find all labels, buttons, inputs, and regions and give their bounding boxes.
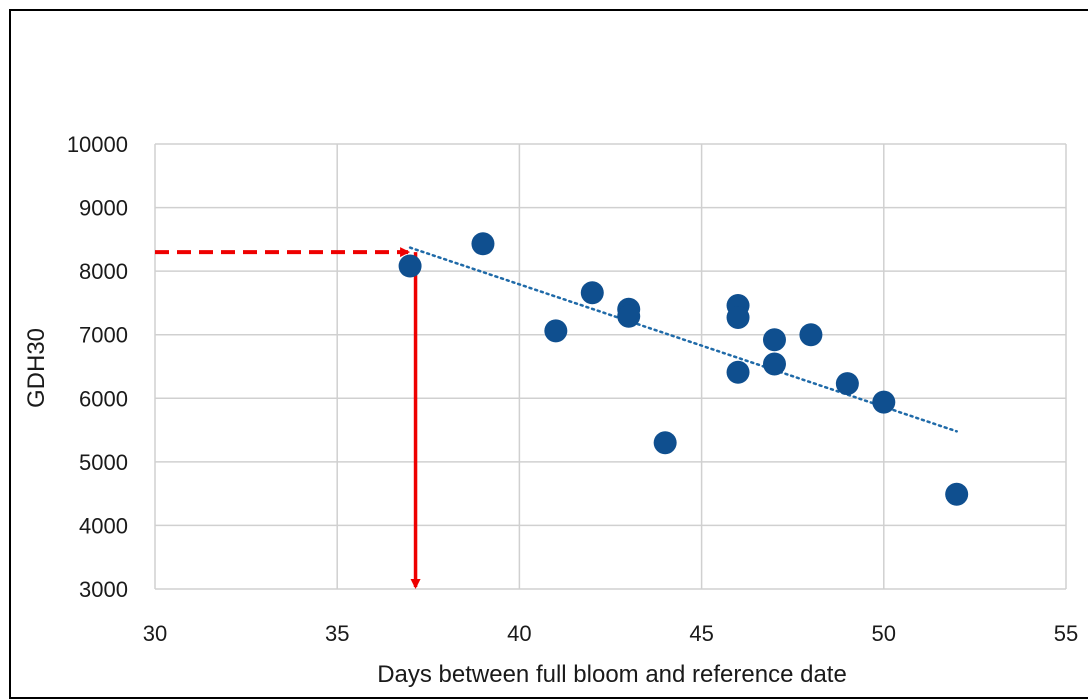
- y-tick-label: 4000: [79, 513, 128, 538]
- x-tick-label: 40: [507, 621, 531, 646]
- data-point: [763, 352, 786, 375]
- data-point: [617, 305, 640, 328]
- data-point: [727, 306, 750, 329]
- y-tick-label: 7000: [79, 323, 128, 348]
- x-axis-ticks: 30 35 40 45 50 55: [143, 621, 1078, 646]
- data-point: [399, 255, 422, 278]
- y-tick-label: 8000: [79, 259, 128, 284]
- data-point: [945, 483, 968, 506]
- data-point: [727, 361, 750, 384]
- y-axis-ticks: 3000 4000 5000 6000 7000 8000 9000 10000: [67, 132, 128, 602]
- data-point: [471, 232, 494, 255]
- data-point: [799, 323, 822, 346]
- data-point: [836, 372, 859, 395]
- y-tick-label: 5000: [79, 450, 128, 475]
- y-axis-title: GDH30: [23, 328, 50, 408]
- y-tick-label: 3000: [79, 577, 128, 602]
- x-tick-label: 30: [143, 621, 167, 646]
- y-tick-label: 10000: [67, 132, 128, 157]
- x-tick-label: 45: [689, 621, 713, 646]
- y-tick-label: 6000: [79, 386, 128, 411]
- annotation-layer: [155, 252, 416, 587]
- data-point: [544, 319, 567, 342]
- x-tick-label: 50: [872, 621, 896, 646]
- x-tick-label: 55: [1054, 621, 1078, 646]
- x-axis-title: Days between full bloom and reference da…: [377, 661, 847, 688]
- grid-lines: [155, 144, 1066, 589]
- x-tick-label: 35: [325, 621, 349, 646]
- data-point: [872, 391, 895, 414]
- data-point: [581, 281, 604, 304]
- y-tick-label: 9000: [79, 196, 128, 221]
- data-point: [763, 328, 786, 351]
- data-point: [654, 431, 677, 454]
